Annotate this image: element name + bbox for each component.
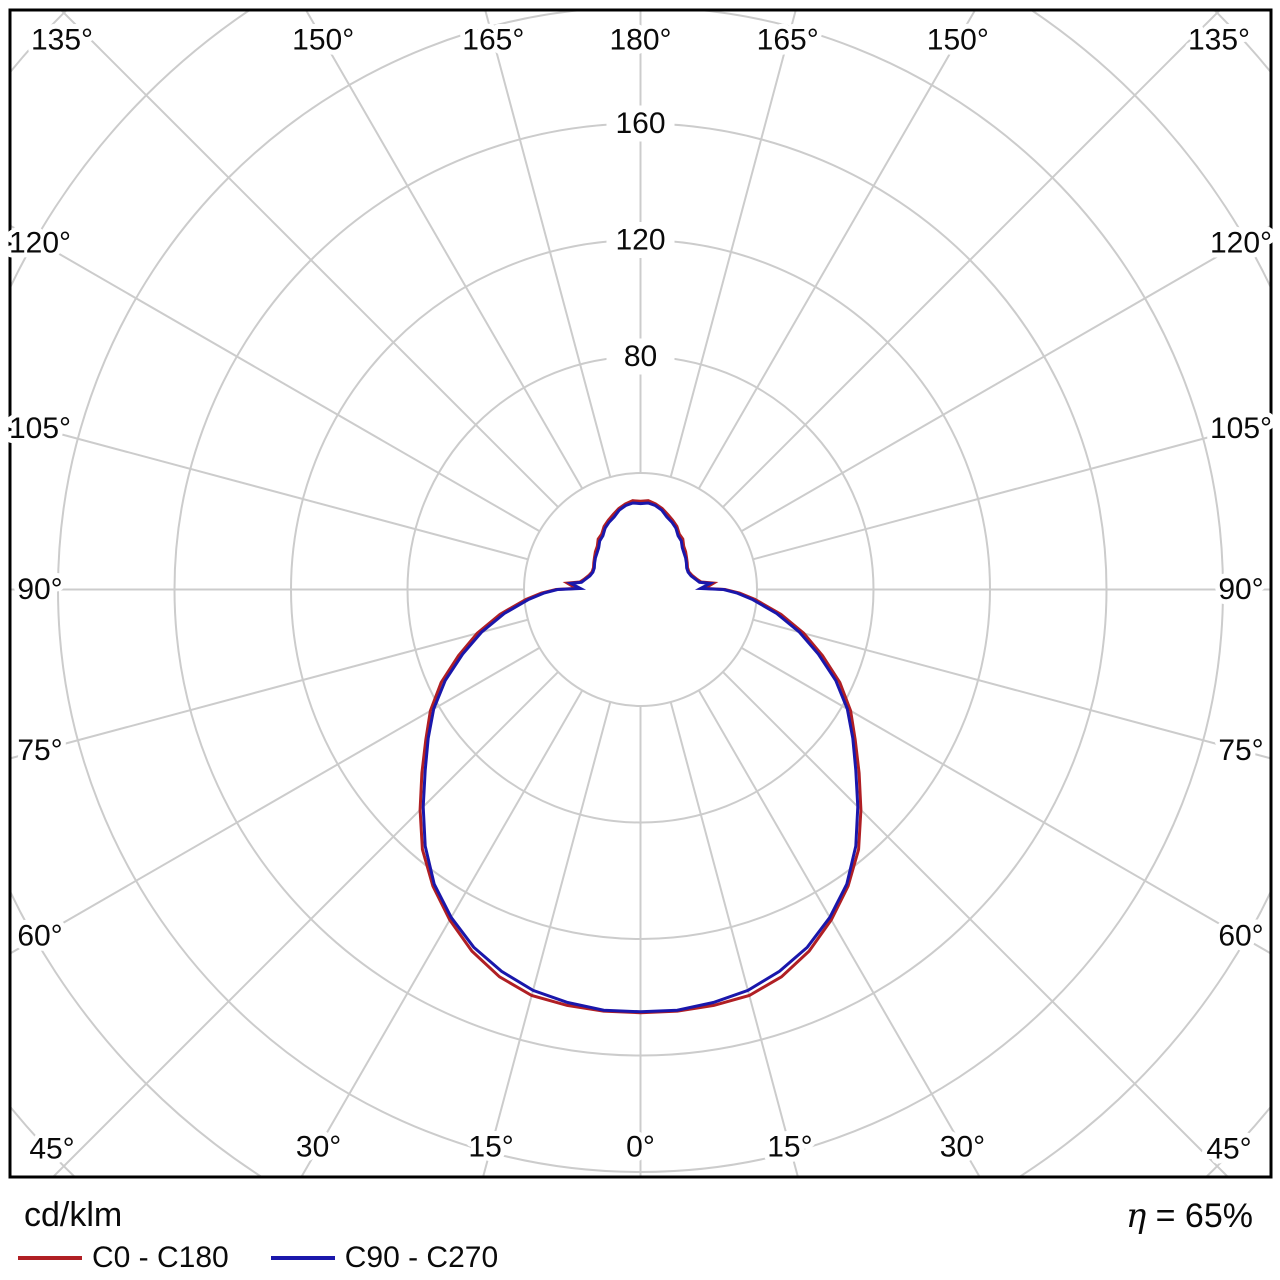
angle-label-150-right: 150° — [927, 24, 989, 57]
angle-label-105-left: 105° — [9, 412, 71, 445]
angle-label-90-left: 90° — [17, 573, 62, 606]
eta-symbol: η — [1125, 1196, 1147, 1236]
legend-item-c90-c270: C90 - C270 — [270, 1241, 499, 1274]
legend-item-c0-c180: C0 - C180 — [18, 1243, 229, 1273]
grid-radial-60 — [740, 646, 1271, 955]
grid-radial-45 — [722, 671, 1230, 1177]
angle-label-75-left: 75° — [17, 734, 62, 767]
angle-label-30-right: 30° — [940, 1131, 985, 1164]
grid-radial-285 — [10, 618, 529, 760]
radial-unit-label: cd/klm — [24, 1196, 123, 1234]
angle-label-135-right: 135° — [1188, 24, 1250, 57]
ring-label-80: 80 — [624, 340, 657, 373]
legend-swatch-c0-c180 — [18, 1256, 82, 1260]
grid-radial-15 — [669, 701, 799, 1177]
grid-radial-150 — [697, 10, 977, 490]
grid-radial-195 — [484, 10, 612, 478]
curve-c90-c270 — [421, 501, 860, 1014]
angle-label-90-right: 90° — [1218, 573, 1263, 606]
angle-label-180-right: 180° — [609, 24, 671, 57]
grid-radial-75 — [752, 618, 1271, 760]
grid-radial-300 — [10, 646, 541, 955]
angle-label-165-left: 165° — [462, 24, 524, 57]
angle-label-30-left: 30° — [296, 1131, 341, 1164]
ring-label-bg-160 — [606, 105, 675, 142]
legend-swatch-c90-c270 — [270, 1256, 335, 1260]
grid-radial-165 — [669, 10, 797, 478]
angle-label-45-right: 45° — [1206, 1133, 1251, 1166]
angle-label-75-right: 75° — [1218, 734, 1263, 767]
legend-label-c90-c270: C90 - C270 — [344, 1241, 499, 1274]
grid-radial-135 — [722, 10, 1222, 508]
ring-label-120: 120 — [615, 224, 665, 257]
eta-value: = 65% — [1146, 1197, 1253, 1235]
ring-label-160: 160 — [615, 107, 665, 140]
angle-label-135-left: 135° — [31, 24, 93, 57]
curve-c0-c180 — [418, 499, 863, 1015]
grid-radial-120 — [740, 224, 1271, 533]
grid-radial-210 — [304, 10, 584, 490]
grid-radial-240 — [10, 224, 541, 533]
angle-label-15-right: 15° — [767, 1131, 812, 1164]
angle-label-165-right: 165° — [757, 24, 819, 57]
ring-label-bg-120 — [606, 222, 675, 258]
angle-label-120-right: 120° — [1210, 226, 1272, 259]
ring-label-bg-80 — [606, 338, 675, 375]
angle-label-105-right: 105° — [1210, 412, 1272, 445]
angle-label-60-right: 60° — [1218, 920, 1263, 953]
angle-label-45-left: 45° — [29, 1133, 74, 1166]
efficiency-label: η = 65% — [1126, 1196, 1253, 1236]
angle-label-0-right: 0° — [626, 1131, 655, 1164]
plot-border — [8, 8, 1273, 1179]
legend-label-c0-c180: C0 - C180 — [92, 1241, 229, 1274]
grid-radial-330 — [300, 689, 584, 1177]
angle-label-15-left: 15° — [468, 1131, 513, 1164]
grid-radial-255 — [10, 419, 529, 561]
angle-label-120-left: 120° — [9, 226, 71, 259]
grid-radial-105 — [752, 419, 1271, 561]
grid-radial-30 — [697, 689, 981, 1177]
angle-label-60-left: 60° — [17, 920, 62, 953]
grid-radial-345 — [482, 701, 612, 1177]
grid-radial-315 — [51, 671, 559, 1177]
legend: C0 - C180 C90 - C270 — [18, 1243, 498, 1273]
angle-label-150-left: 150° — [292, 24, 354, 57]
grid-radial-225 — [59, 10, 559, 508]
